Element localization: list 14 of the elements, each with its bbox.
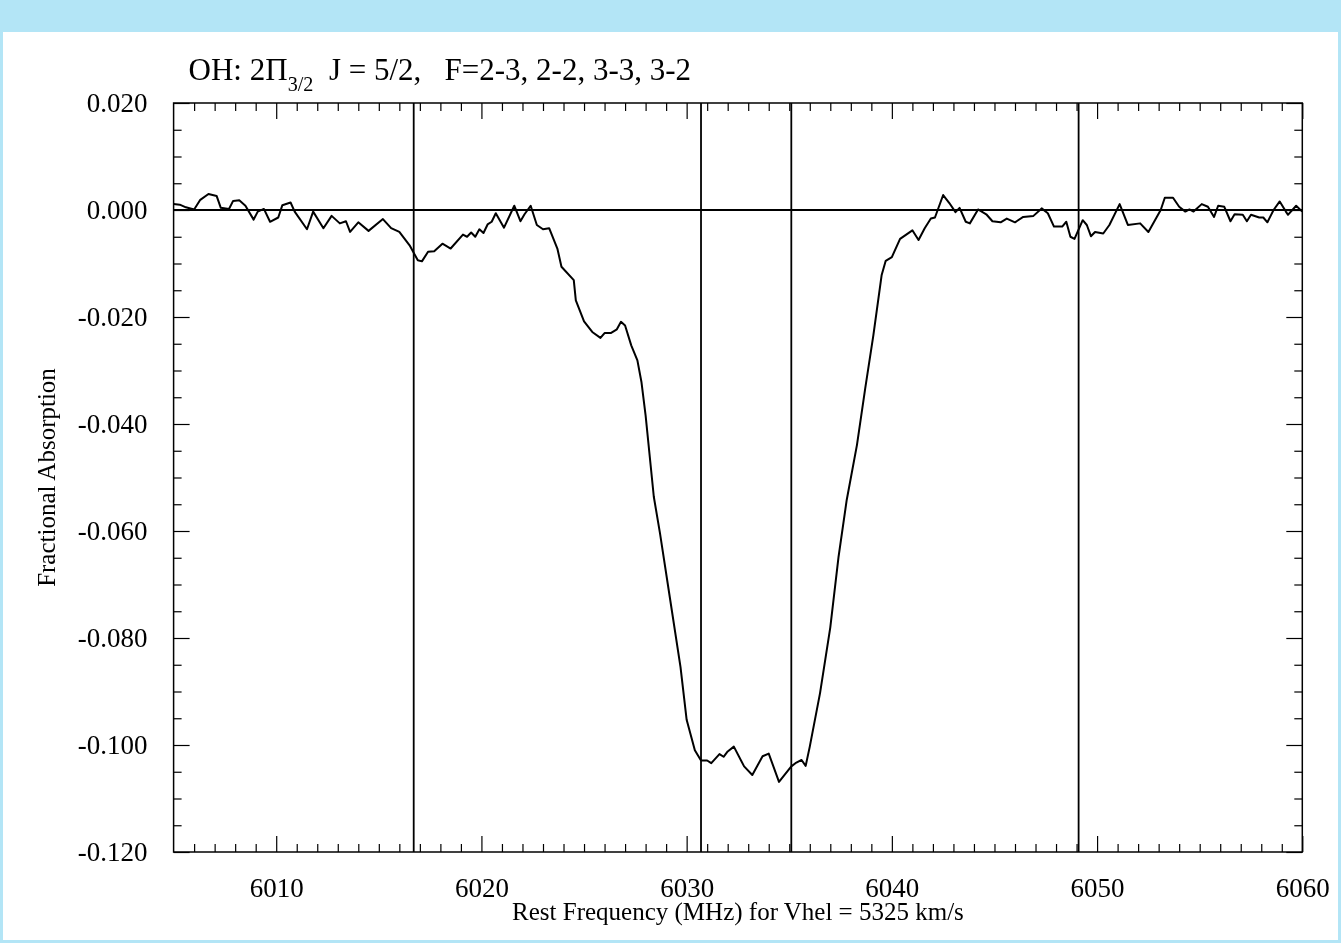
y-tick-label: 0.000 xyxy=(86,195,148,226)
y-tick-label: -0.120 xyxy=(77,837,148,868)
y-axis-title: Fractional Absorption xyxy=(33,367,60,587)
y-tick-label: 0.020 xyxy=(86,88,148,119)
x-tick-label: 6060 xyxy=(1275,873,1330,904)
x-tick-label: 6050 xyxy=(1070,873,1125,904)
x-tick-label: 6020 xyxy=(454,873,509,904)
y-tick-label: -0.060 xyxy=(77,516,148,547)
y-tick-label: -0.020 xyxy=(77,302,148,333)
y-tick-label: -0.040 xyxy=(77,409,148,440)
x-tick-label: 6010 xyxy=(249,873,304,904)
chart-title: OH: 2Π$_{3/2}$ J = 5/2, F=2-3, 2-2, 3-3, 3-2 xyxy=(188,52,692,95)
y-tick-label: -0.080 xyxy=(77,623,148,654)
y-tick-label: -0.100 xyxy=(77,730,148,761)
